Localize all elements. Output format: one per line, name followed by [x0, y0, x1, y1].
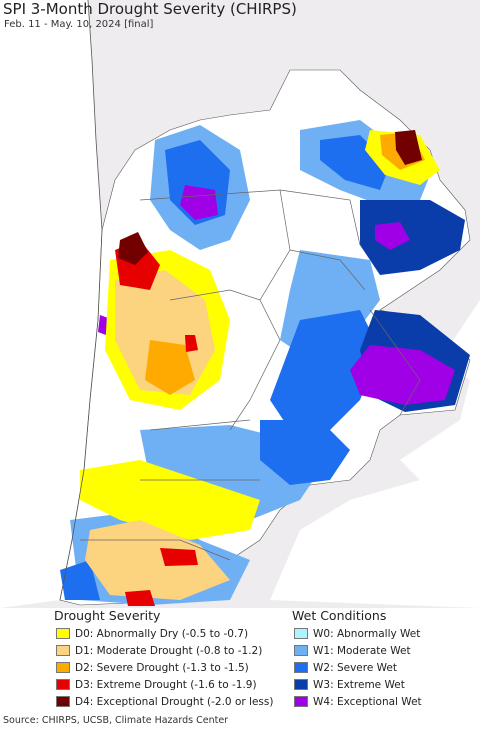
w4-east — [375, 222, 410, 250]
d3-center — [185, 335, 198, 352]
w2-central — [270, 310, 380, 430]
swatch-w2 — [294, 662, 308, 673]
swatch-d4 — [56, 696, 70, 707]
d3-south — [160, 548, 198, 566]
swatch-d1 — [56, 645, 70, 656]
d4-andes — [118, 232, 148, 265]
legend-wet-heading: Wet Conditions — [292, 608, 387, 623]
swatch-d0 — [56, 628, 70, 639]
source-credit: Source: CHIRPS, UCSB, Climate Hazards Ce… — [3, 715, 229, 726]
swatch-d2 — [56, 662, 70, 673]
swatch-w3 — [294, 679, 308, 690]
w4-coast — [98, 315, 108, 335]
legend-item-w4: W4: Exceptional Wet — [294, 694, 422, 709]
legend-item-w2: W2: Severe Wet — [294, 660, 397, 675]
dry-patches — [80, 130, 440, 606]
w2-patagonia — [60, 560, 100, 600]
d4-northeast — [395, 130, 422, 165]
legend-item-d1: D1: Moderate Drought (-0.8 to -1.2) — [56, 643, 262, 658]
map-title: SPI 3-Month Drought Severity (CHIRPS) — [3, 0, 297, 18]
swatch-w4 — [294, 696, 308, 707]
legend-item-d2: D2: Severe Drought (-1.3 to -1.5) — [56, 660, 249, 675]
pacific-ocean — [0, 0, 102, 608]
legend-drought-heading: Drought Severity — [54, 608, 161, 623]
legend-item-w3: W3: Extreme Wet — [294, 677, 405, 692]
drought-map — [0, 0, 480, 608]
boundaries — [80, 189, 421, 561]
w4-north — [180, 185, 218, 220]
d3-south-2 — [125, 590, 155, 606]
legend-item-d4: D4: Exceptional Drought (-2.0 or less) — [56, 694, 273, 709]
legend-item-w0: W0: Abnormally Wet — [294, 626, 420, 641]
legend-item-d3: D3: Extreme Drought (-1.6 to -1.9) — [56, 677, 257, 692]
w2-southeast — [260, 420, 350, 485]
map-subtitle: Feb. 11 - May. 10, 2024 [final] — [4, 19, 154, 30]
legend-item-w1: W1: Moderate Wet — [294, 643, 411, 658]
w3-east — [360, 200, 465, 275]
d0-south — [80, 460, 260, 540]
coastline — [59, 0, 103, 601]
legend-item-d0: D0: Abnormally Dry (-0.5 to -0.7) — [56, 626, 248, 641]
d2-west — [145, 340, 195, 395]
w4-uruguay — [350, 345, 455, 405]
swatch-d3 — [56, 679, 70, 690]
atlantic-ocean — [270, 300, 480, 608]
swatch-w1 — [294, 645, 308, 656]
swatch-w0 — [294, 628, 308, 639]
legend: Drought Severity Wet Conditions D0: Abno… — [0, 608, 480, 713]
